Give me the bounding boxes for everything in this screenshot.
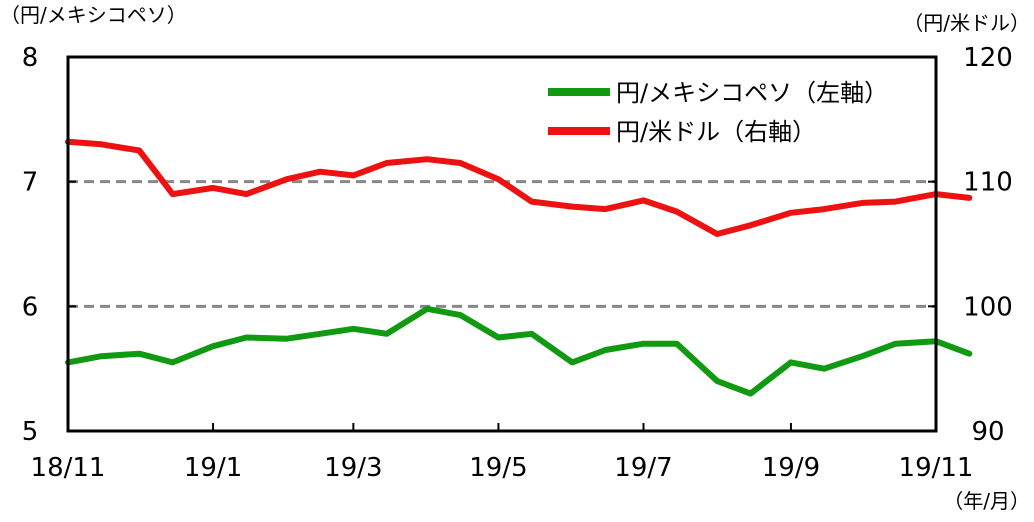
y-right-tick-label: 120 (963, 43, 1013, 73)
legend-label-mxn: 円/メキシコペソ（左軸） (616, 79, 888, 107)
y-left-tick-label: 7 (22, 168, 39, 198)
x-tick-label: 18/11 (31, 453, 106, 483)
legend: 円/メキシコペソ（左軸） 円/米ドル（右軸） (548, 79, 888, 146)
legend-label-usd: 円/米ドル（右軸） (616, 118, 816, 146)
y-left-tick-label: 5 (22, 417, 39, 447)
gridlines (68, 180, 936, 308)
x-axis: 18/11 19/1 19/3 19/5 19/7 19/9 19/11 (31, 423, 974, 483)
y-right-tick-label: 110 (963, 168, 1013, 198)
y-axis-left: 5 6 7 8 (22, 43, 76, 447)
series-line-mxn (65, 305, 973, 397)
x-tick-label: 19/1 (184, 453, 242, 483)
y-right-tick-label: 90 (971, 417, 1004, 447)
x-tick-label: 19/9 (762, 453, 820, 483)
x-tick-label: 19/3 (324, 453, 382, 483)
x-axis-unit: （年/月） (943, 489, 1030, 513)
x-tick-label: 19/7 (614, 453, 672, 483)
series-line-usd (65, 138, 973, 237)
left-axis-unit: （円/メキシコペソ） (0, 3, 187, 27)
y-left-tick-label: 8 (22, 43, 39, 73)
y-axis-right: 90 100 110 120 (928, 43, 1013, 447)
y-right-tick-label: 100 (963, 292, 1013, 322)
x-tick-label: 19/5 (469, 453, 527, 483)
x-tick-label: 19/11 (899, 453, 974, 483)
y-left-tick-label: 6 (22, 292, 39, 322)
right-axis-unit: （円/米ドル） (903, 11, 1030, 35)
plot-frame (66, 55, 938, 433)
